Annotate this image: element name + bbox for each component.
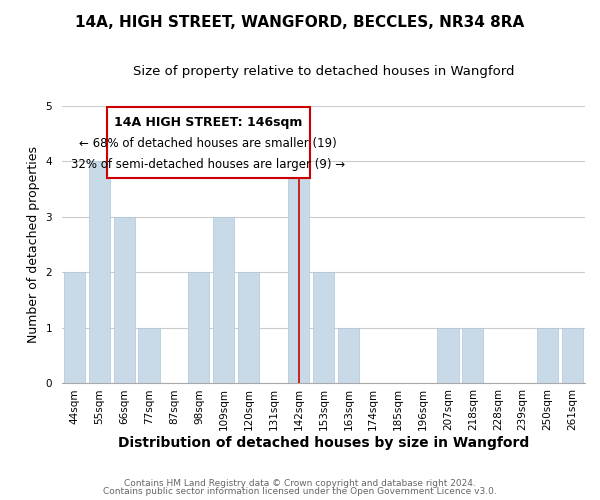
Bar [213,216,235,384]
Bar [188,272,209,384]
Text: 14A, HIGH STREET, WANGFORD, BECCLES, NR34 8RA: 14A, HIGH STREET, WANGFORD, BECCLES, NR3… [76,15,524,30]
Text: 32% of semi-detached houses are larger (9) →: 32% of semi-detached houses are larger (… [71,158,346,171]
Bar [437,328,458,384]
Y-axis label: Number of detached properties: Number of detached properties [27,146,40,343]
Bar [89,161,110,384]
Text: Contains public sector information licensed under the Open Government Licence v3: Contains public sector information licen… [103,487,497,496]
Bar [463,328,484,384]
Bar [139,328,160,384]
Bar [537,328,558,384]
Bar [562,328,583,384]
FancyBboxPatch shape [107,107,310,178]
Bar [64,272,85,384]
Text: ← 68% of detached houses are smaller (19): ← 68% of detached houses are smaller (19… [79,136,337,149]
Bar [338,328,359,384]
Bar [238,272,259,384]
Bar [113,216,135,384]
Text: 14A HIGH STREET: 146sqm: 14A HIGH STREET: 146sqm [114,116,302,128]
Bar [313,272,334,384]
Bar [288,161,309,384]
Text: Contains HM Land Registry data © Crown copyright and database right 2024.: Contains HM Land Registry data © Crown c… [124,478,476,488]
X-axis label: Distribution of detached houses by size in Wangford: Distribution of detached houses by size … [118,436,529,450]
Title: Size of property relative to detached houses in Wangford: Size of property relative to detached ho… [133,65,514,78]
